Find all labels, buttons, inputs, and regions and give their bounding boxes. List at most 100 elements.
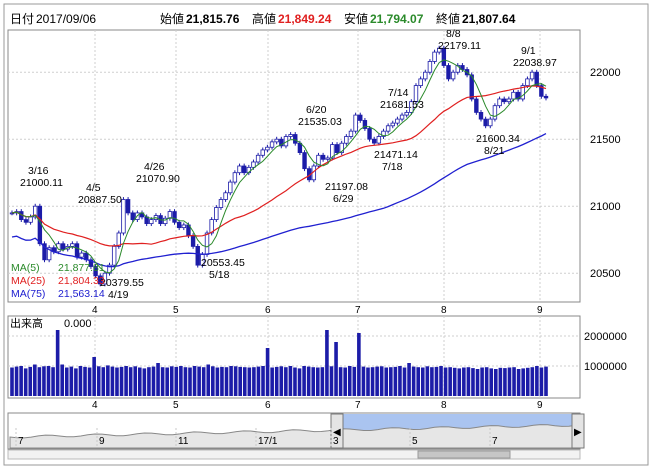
volume-bar (33, 364, 37, 396)
price-y-tick-label: 22000 (590, 67, 621, 79)
candle-up (102, 272, 108, 285)
volume-bar (101, 367, 106, 396)
ma75-line (11, 133, 547, 268)
volume-bar (242, 367, 247, 396)
candle-up (288, 134, 293, 137)
volume-bar (156, 363, 160, 396)
candle-down (74, 243, 80, 258)
volume-bar (37, 367, 42, 396)
volume-value: 0.000 (64, 318, 92, 330)
volume-bar (238, 366, 243, 396)
volume-bar (329, 366, 334, 396)
navigator-axis: 7 9 11 17/1 3 5 7 (15, 428, 498, 448)
annotation-value: 21600.34 (476, 133, 520, 145)
candle-up (237, 165, 242, 174)
candle-up (529, 71, 535, 80)
volume-bar (498, 367, 503, 396)
volume-bar (78, 366, 83, 396)
navigator-scrollbar[interactable] (7, 449, 581, 460)
date-label: 日付 (10, 12, 34, 26)
volume-bar (60, 364, 65, 396)
volume-bar (201, 367, 206, 396)
candle-down (446, 65, 451, 80)
ma25-legend-label: MA(25) (11, 275, 45, 287)
volume-bar (74, 368, 78, 396)
candle-down (125, 199, 131, 214)
volume-bar (69, 366, 74, 396)
high-label: 高値 (252, 11, 276, 26)
candle-down (469, 74, 474, 100)
candle-up (46, 247, 52, 261)
volume-bar (420, 367, 425, 396)
volume-bar (439, 366, 443, 396)
volume-bar (306, 366, 311, 396)
candle-down (320, 154, 326, 160)
volume-bar (96, 366, 101, 396)
candle-down (371, 138, 377, 144)
volume-bar (389, 367, 393, 396)
volume-bar (229, 366, 233, 396)
volume-bar (384, 367, 389, 396)
volume-bar (525, 367, 530, 396)
volume-bar (160, 367, 165, 396)
high-value: 21,849.24 (278, 12, 332, 26)
volume-x-tick-label: 6 (265, 400, 271, 411)
candle-down (362, 120, 368, 129)
navigator-scrollbar-thumb[interactable] (417, 450, 511, 459)
annotation-value: 21070.90 (136, 173, 180, 185)
candle-down (502, 98, 507, 103)
volume-bar (46, 366, 51, 396)
annotation-value: 21197.08 (325, 181, 368, 193)
navigator-right-arrow: ▶ (574, 427, 582, 438)
volume-bar (302, 366, 306, 396)
candle-down (88, 259, 94, 267)
volume-bar (261, 366, 265, 396)
volume-bar (334, 342, 338, 396)
volume-bar (165, 367, 169, 396)
volume-bar (192, 366, 197, 396)
candle-down (60, 243, 66, 250)
candle-up (255, 154, 261, 163)
volume-bar (270, 367, 274, 396)
ma5-legend-value: 21,877.81 (58, 262, 105, 274)
navigator-left-arrow: ◀ (333, 427, 341, 438)
candle-down (460, 65, 465, 70)
volume-bar (402, 367, 407, 396)
volume-bar (475, 369, 480, 396)
volume-bar (288, 366, 293, 396)
candle-up (204, 232, 210, 255)
volume-bar (220, 366, 224, 396)
volume-x-axis: 4 5 6 7 8 9 (92, 400, 543, 411)
candle-up (409, 101, 414, 113)
volume-x-tick-label: 9 (537, 400, 543, 411)
volume-bar (183, 367, 188, 396)
volume-y-tick-label: 1000000 (584, 361, 627, 373)
annotation-value: 20379.55 (100, 277, 144, 289)
navigator-tick-label: 7 (18, 436, 24, 447)
volume-bar (370, 367, 375, 396)
annotation-value: 22038.97 (513, 57, 557, 69)
annotation-date: 3/16 (28, 165, 49, 177)
ma25-legend-value: 21,804.33 (58, 275, 105, 287)
volume-bar (512, 367, 516, 396)
volume-bar (484, 367, 489, 396)
candle-up (399, 114, 405, 120)
navigator-left-handle[interactable] (330, 413, 344, 449)
volume-bar (23, 368, 28, 396)
candle-down (539, 85, 544, 97)
candle-up (116, 232, 121, 247)
candle-up (121, 199, 126, 234)
volume-bar (361, 366, 366, 396)
candle-down (483, 118, 488, 127)
price-x-tick-label: 4 (92, 305, 98, 316)
candle-up (79, 252, 84, 258)
navigator-right-handle[interactable] (571, 413, 585, 449)
volume-bar (10, 367, 14, 396)
candle-up (149, 219, 154, 225)
volume-bar (179, 366, 183, 396)
volume-bar (539, 367, 544, 396)
volume-bar (147, 367, 151, 396)
candle-up (232, 172, 238, 183)
